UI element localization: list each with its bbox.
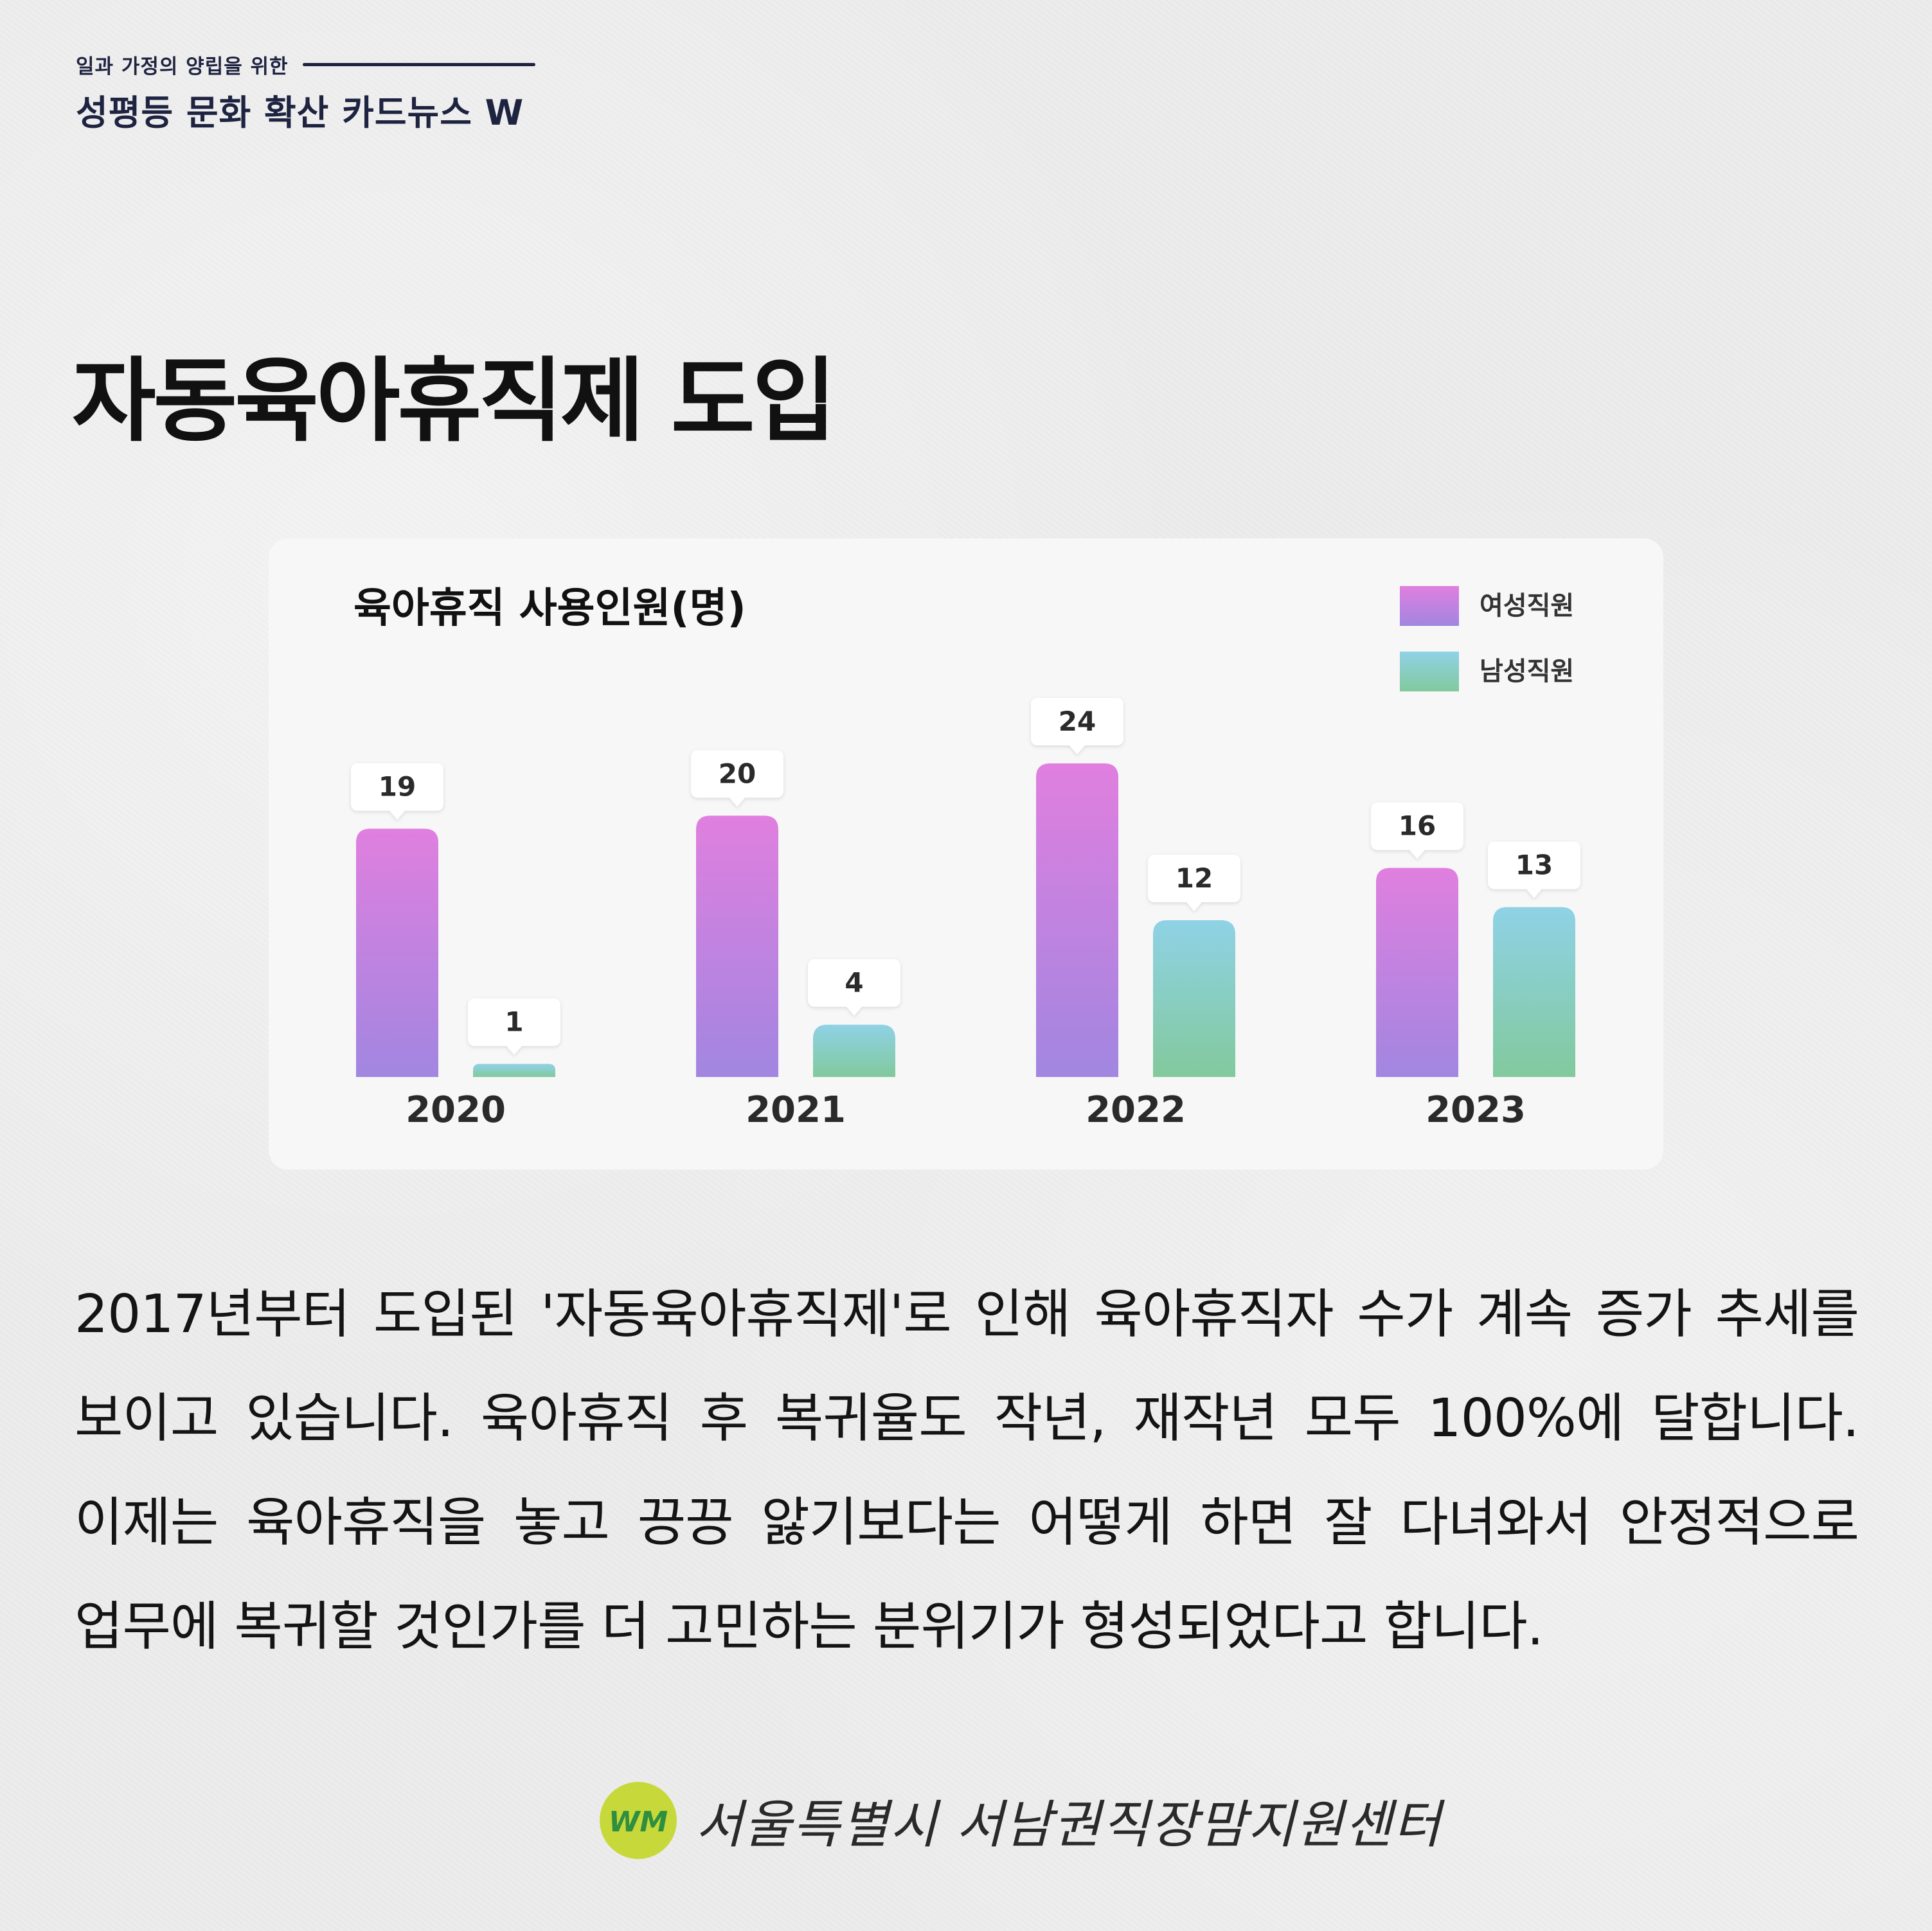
category-label-2021: 2021	[746, 1089, 846, 1131]
value-text: 1	[505, 1006, 523, 1038]
body-paragraph: 2017년부터 도입된 '자동육아휴직제'로 인해 육아휴직자 수가 계속 증가…	[75, 1284, 1859, 1657]
value-callout-box	[351, 763, 443, 811]
bar-2021-0	[696, 815, 778, 1077]
value-text: 13	[1516, 850, 1553, 881]
value-label-2023-0: 16	[1371, 802, 1463, 859]
series-subtitle-row: 일과 가정의 양립을 위한	[76, 50, 535, 79]
footer: WM 서울특별시 서남권직장맘지원센터	[598, 1780, 1442, 1861]
value-callout-pointer	[729, 797, 745, 807]
series-subtitle: 일과 가정의 양립을 위한	[76, 55, 289, 78]
value-callout-pointer	[1186, 902, 1202, 911]
bar-2022-0	[1036, 763, 1118, 1077]
category-label-2022: 2022	[1086, 1089, 1186, 1131]
value-label-2022-1: 12	[1148, 855, 1240, 911]
category-label-2023: 2023	[1426, 1089, 1526, 1131]
legend-swatch-0	[1400, 586, 1459, 626]
value-callout-pointer	[846, 1006, 862, 1016]
value-callout-pointer	[1069, 745, 1085, 754]
category-label-2020: 2020	[406, 1089, 506, 1131]
organization-name: 서울특별시 서남권직장맘지원센터	[695, 1795, 1442, 1855]
value-callout-pointer	[389, 810, 405, 820]
value-callout-box	[468, 998, 560, 1046]
bar-2020-0	[356, 828, 438, 1077]
center-logo-icon: WM	[600, 1782, 677, 1859]
value-callout-pointer	[1526, 889, 1542, 898]
value-text: 4	[845, 967, 863, 999]
bar-2023-1	[1493, 907, 1575, 1077]
bar-2022-1	[1153, 920, 1235, 1077]
value-callout-box	[808, 959, 900, 1007]
series-title: 성평등 문화 확산 카드뉴스 W	[76, 93, 524, 133]
value-callout-pointer	[506, 1046, 522, 1055]
bar-2020-1	[473, 1063, 555, 1077]
value-label-2021-0: 20	[691, 750, 783, 807]
bar-2023-0	[1376, 868, 1458, 1077]
value-label-2022-0: 24	[1031, 698, 1123, 754]
value-callout-box	[1488, 841, 1580, 889]
bar-2021-1	[813, 1024, 895, 1077]
value-text: 24	[1059, 706, 1096, 737]
value-label-2020-1: 1	[468, 998, 560, 1055]
value-label-2020-0: 19	[351, 763, 443, 820]
value-label-2023-1: 13	[1488, 841, 1580, 898]
value-callout-box	[1148, 855, 1240, 902]
value-text: 16	[1399, 810, 1436, 842]
chart-card: 육아휴직 사용인원(명) 여성직원 남성직원 19 1 2020 20 4 2021 24 12…	[269, 538, 1663, 1170]
legend-swatch-1	[1400, 652, 1459, 691]
legend-label-1: 남성직원	[1480, 657, 1574, 686]
value-callout-box	[691, 750, 783, 798]
value-text: 12	[1176, 862, 1213, 894]
value-callout-box	[1031, 698, 1123, 745]
value-callout-box	[1371, 802, 1463, 850]
value-text: 20	[719, 758, 756, 789]
value-callout-pointer	[1409, 850, 1425, 859]
legend-label-0: 여성직원	[1480, 591, 1574, 621]
value-label-2021-1: 4	[808, 959, 900, 1016]
logo-text: WM	[609, 1806, 668, 1838]
value-text: 19	[379, 771, 416, 803]
series-header: 일과 가정의 양립을 위한 성평등 문화 확산 카드뉴스 W	[76, 50, 535, 135]
chart-title: 육아휴직 사용인원(명)	[353, 585, 746, 632]
page-title: 자동육아휴직제 도입	[72, 348, 836, 454]
header-rule	[302, 63, 535, 66]
